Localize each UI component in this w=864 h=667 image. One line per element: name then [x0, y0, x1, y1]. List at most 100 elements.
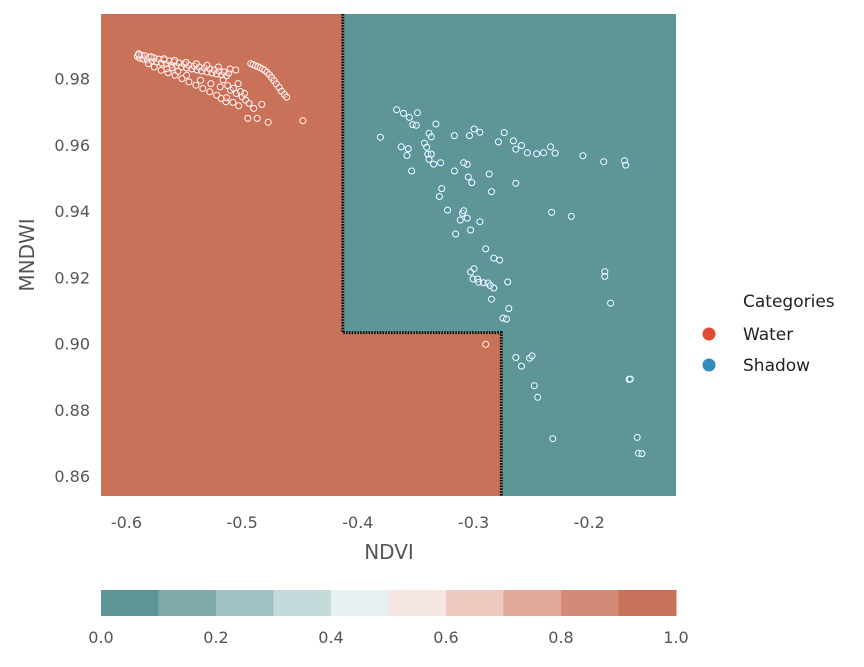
water-point — [207, 80, 215, 88]
shadow-point — [430, 160, 438, 168]
water-point — [183, 71, 191, 79]
x-tick-label: -0.3 — [458, 513, 489, 532]
shadow-point — [547, 143, 554, 151]
shadow-point — [460, 207, 468, 215]
shadow-point — [567, 212, 575, 220]
colorbar: 0.0 0.2 0.4 0.6 0.8 1.0 — [88, 590, 689, 647]
shadow-point — [463, 160, 471, 168]
shadow-point — [496, 256, 504, 264]
water-point — [147, 53, 155, 61]
boundary-line — [341, 14, 503, 496]
y-tick-label: 0.96 — [54, 136, 90, 155]
y-tick-label: 0.94 — [54, 202, 90, 221]
water-point — [168, 64, 176, 72]
shadow-point — [488, 188, 495, 196]
water-point — [224, 82, 232, 90]
water-point — [299, 117, 307, 125]
shadow-point — [486, 282, 494, 290]
water-point — [213, 91, 221, 99]
shadow-point — [518, 142, 525, 149]
y-tick-label: 0.88 — [54, 401, 90, 420]
shadow-point — [476, 218, 484, 226]
shadow-point — [444, 206, 451, 214]
colorbar-segment — [216, 590, 274, 616]
shadow-point — [432, 120, 440, 128]
shadow-point — [376, 133, 384, 141]
water-point — [253, 114, 261, 122]
shadow-point — [490, 254, 498, 262]
shadow-point — [452, 230, 460, 238]
shadow-point — [534, 393, 542, 401]
legend-title: Categories — [743, 292, 835, 312]
colorbar-segment — [101, 590, 159, 616]
water-point — [135, 51, 143, 59]
shadow-point — [626, 375, 634, 383]
water-point — [203, 61, 211, 69]
water-point — [214, 63, 222, 71]
water-point — [185, 78, 193, 86]
colorbar-segment — [331, 590, 389, 616]
water-point — [216, 83, 224, 91]
shadow-point — [450, 167, 458, 175]
x-tick-label: -0.5 — [227, 513, 258, 532]
shadow-point — [404, 145, 412, 153]
plot-area — [101, 14, 676, 496]
shadow-point — [427, 133, 435, 141]
shadow-point — [456, 216, 464, 224]
shadow-point — [435, 193, 443, 200]
water-point — [178, 75, 186, 83]
colorbar-segment — [561, 590, 619, 616]
water-point — [144, 60, 152, 68]
water-region — [101, 14, 502, 496]
colorbar-tick-label: 0.0 — [88, 628, 113, 647]
colorbar-segment — [503, 590, 562, 616]
colorbar-tick-label: 0.6 — [433, 628, 458, 647]
shadow-point — [512, 354, 520, 361]
shadow-point — [464, 173, 472, 181]
water-point — [234, 80, 242, 88]
shadow-point — [503, 315, 510, 323]
shadow-point — [467, 226, 475, 234]
shadow-point — [463, 214, 471, 222]
shadow-point — [512, 179, 520, 187]
colorbar-tick-label: 0.8 — [548, 628, 573, 647]
shadow-point — [470, 125, 478, 133]
shadow-point — [485, 170, 493, 178]
water-point — [150, 63, 158, 71]
shadow-point — [579, 152, 587, 160]
legend: Categories Water Shadow — [702, 292, 835, 376]
water-point — [206, 88, 214, 96]
y-tick-label: 0.92 — [54, 268, 90, 287]
shadow-point — [438, 185, 446, 193]
y-tick-label: 0.86 — [54, 467, 90, 486]
shadow-point — [533, 150, 541, 158]
shadow-point — [505, 305, 513, 312]
water-point — [230, 84, 237, 92]
water-legend-label: Water — [743, 325, 793, 345]
water-point — [244, 114, 252, 122]
shadow-point — [476, 128, 484, 136]
shadow-point — [622, 161, 630, 169]
water-point — [245, 99, 253, 107]
colorbar-segment — [618, 590, 677, 616]
shadow-point — [397, 143, 405, 151]
y-axis-label: MNDWI — [15, 218, 39, 291]
water-legend-marker — [702, 327, 716, 341]
shadow-point — [408, 167, 416, 175]
shadow-point — [460, 159, 468, 167]
x-tick-label: -0.4 — [342, 513, 373, 532]
shadow-point — [427, 150, 435, 158]
shadow-point — [633, 433, 641, 441]
water-point — [192, 81, 200, 89]
shadow-point — [466, 132, 473, 140]
shadow-point — [405, 113, 413, 121]
shadow-point — [412, 121, 420, 129]
shadow-point — [450, 132, 458, 140]
water-point — [182, 58, 190, 66]
decision-boundary — [341, 14, 503, 496]
water-point — [164, 69, 172, 77]
water-point — [232, 66, 240, 74]
x-axis: -0.6 -0.5 -0.4 -0.3 -0.2 — [111, 513, 605, 532]
shadow-point — [512, 145, 520, 153]
shadow-point — [540, 149, 547, 157]
